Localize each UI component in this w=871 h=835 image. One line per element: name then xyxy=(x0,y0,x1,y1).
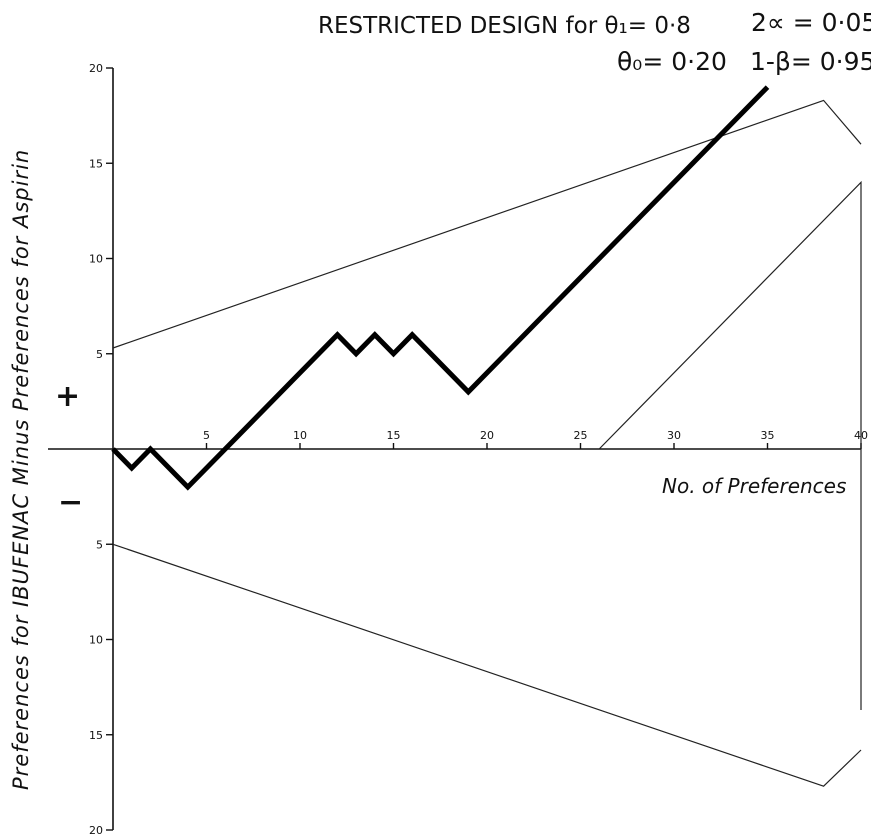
param-power: 1-β= 0·95 xyxy=(750,47,871,76)
y-tick-label: 5 xyxy=(96,348,103,361)
x-axis-label: No. of Preferences xyxy=(662,474,846,498)
x-tick-label: 40 xyxy=(854,429,868,442)
series xyxy=(111,85,770,491)
x-tick-label: 10 xyxy=(293,429,307,442)
lower-boundary-line xyxy=(112,543,862,787)
param-theta0: θ₀= 0·20 xyxy=(617,47,727,76)
param-alpha: 2∝ = 0·05 xyxy=(751,8,871,37)
axes xyxy=(48,68,861,830)
y-axis-label: Preferences for IBUFENAC Minus Preferenc… xyxy=(9,149,33,790)
y-tick-label: 10 xyxy=(89,634,103,647)
x-tick-label: 30 xyxy=(667,429,681,442)
y-tick-label: 15 xyxy=(89,729,103,742)
upper-boundary-line xyxy=(112,99,862,349)
y-tick-label: 5 xyxy=(96,538,103,551)
boundaries xyxy=(112,99,862,787)
x-tick-label: 20 xyxy=(480,429,494,442)
x-tick-label: 25 xyxy=(574,429,588,442)
chart-title: RESTRICTED DESIGN for θ₁= 0·8 xyxy=(318,13,691,39)
middle-boundary-line xyxy=(598,180,862,710)
plus-sign: + xyxy=(55,379,80,414)
sequential-path-line xyxy=(111,85,770,491)
minus-sign: − xyxy=(58,485,83,520)
x-tick-label: 5 xyxy=(203,429,210,442)
y-tick-label: 20 xyxy=(89,62,103,75)
ticks: 5 10 15 20 25 30 35 40 20 15 10 5 5 10 15 20 xyxy=(89,62,868,835)
y-tick-label: 10 xyxy=(89,253,103,266)
y-tick-label: 20 xyxy=(89,824,103,835)
x-tick-label: 35 xyxy=(761,429,775,442)
y-tick-label: 15 xyxy=(89,157,103,170)
x-tick-label: 15 xyxy=(387,429,401,442)
